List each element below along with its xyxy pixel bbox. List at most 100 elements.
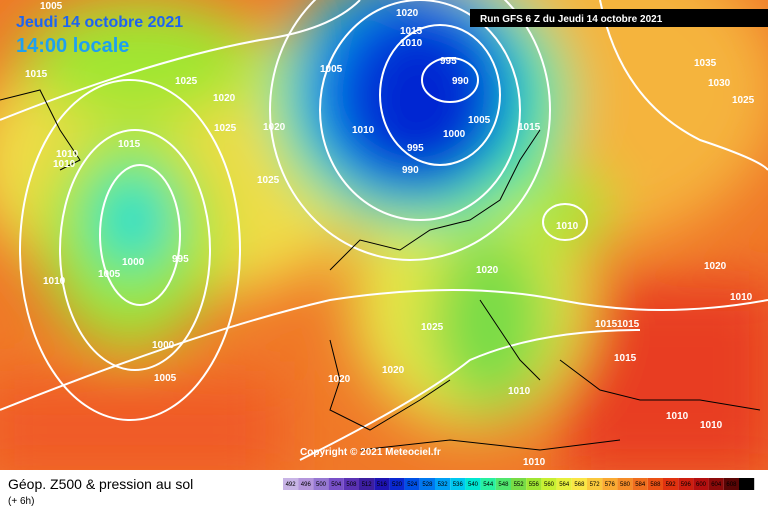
isobar-label: 1005 (468, 115, 491, 126)
scale-label: 528 (422, 482, 433, 488)
scale-cell (419, 478, 435, 490)
scale-label: 576 (605, 482, 616, 488)
scale-label: 568 (574, 482, 585, 488)
isobar-label: 1005 (320, 64, 343, 75)
scale-label: 580 (620, 482, 631, 488)
coastlines (0, 89, 761, 451)
scale-cell (328, 478, 344, 490)
scale-cell (313, 478, 329, 490)
isobar-label: 1015 (400, 26, 423, 37)
scale-cell (739, 478, 755, 490)
isobar-label: 1000 (152, 340, 175, 351)
isobar-label: 995 (172, 254, 189, 265)
isobar-label: 1005 (40, 1, 63, 12)
scale-cell (632, 478, 648, 490)
isobar-label: 1025 (214, 123, 237, 134)
scale-label: 492 (286, 482, 297, 488)
time-title: 14:00 locale (16, 35, 129, 57)
scale-label: 536 (453, 482, 464, 488)
isobar-label: 1015 (617, 319, 640, 330)
scale-cell (495, 478, 511, 490)
scale-label: 504 (331, 482, 342, 488)
scale-cell (526, 478, 542, 490)
isobar-label: 1000 (122, 257, 145, 268)
scale-label: 520 (392, 482, 403, 488)
isobar-label: 1010 (666, 411, 689, 422)
scale-cell (404, 478, 420, 490)
isobar-label: 995 (440, 56, 457, 67)
isobar-label: 1025 (732, 95, 755, 106)
scale-cell (571, 478, 587, 490)
scale-label: 508 (346, 482, 357, 488)
isobar-label: 1025 (175, 76, 198, 87)
isobar-labels: 1005102010151010995990103510301025101510… (25, 1, 755, 468)
scale-label: 540 (468, 482, 479, 488)
scale-label: 524 (407, 482, 418, 488)
scale-label: 588 (650, 482, 661, 488)
scale-label: 552 (514, 482, 525, 488)
scale-cell (343, 478, 359, 490)
scale-label: 572 (590, 482, 601, 488)
scale-label: 604 (711, 482, 722, 488)
isobar-label: 1020 (263, 122, 286, 133)
footer-lead: (+ 6h) (8, 496, 34, 507)
scale-label: 612 (742, 482, 753, 488)
scale-label: 592 (666, 482, 677, 488)
scale-cell (283, 478, 299, 490)
scale-label: 556 (529, 482, 540, 488)
isobar-label: 990 (402, 165, 419, 176)
scale-label: 560 (544, 482, 555, 488)
scale-label: 512 (362, 482, 373, 488)
scale-cell (617, 478, 633, 490)
scale-cell (693, 478, 709, 490)
copyright: Copyright © 2021 Meteociel.fr (300, 447, 441, 458)
isobar-label: 1025 (257, 175, 280, 186)
isobar-label: 1015 (25, 69, 48, 80)
footer (0, 470, 768, 512)
isobar-label: 1010 (43, 276, 66, 287)
scale-cell (450, 478, 466, 490)
scale-cell (389, 478, 405, 490)
isobars (0, 0, 768, 461)
isobar-label: 1010 (700, 420, 723, 431)
isobar-label: 1005 (154, 373, 177, 384)
isobar-label: 1010 (400, 38, 423, 49)
scale-label: 500 (316, 482, 327, 488)
isobar-label: 1015 (118, 139, 141, 150)
scale-cell (541, 478, 557, 490)
isobar-label: 1020 (396, 8, 419, 19)
scale-cell (708, 478, 724, 490)
isobar-label: 1010 (730, 292, 753, 303)
scale-label: 532 (438, 482, 449, 488)
date-title: Jeudi 14 octobre 2021 (16, 14, 183, 31)
scale-cell (511, 478, 527, 490)
scale-cell (587, 478, 603, 490)
field (0, 0, 768, 480)
scale-label: 564 (559, 482, 570, 488)
scale-label: 584 (635, 482, 646, 488)
isobar-label: 990 (452, 76, 469, 87)
isobar-label: 1015 (518, 122, 541, 133)
scale-label: 608 (726, 482, 737, 488)
scale-label: 596 (681, 482, 692, 488)
isobar-label: 1010 (352, 125, 375, 136)
isobar-label: 1010 (556, 221, 579, 232)
scale-cell (663, 478, 679, 490)
isobar-label: 1020 (213, 93, 236, 104)
isobar-label: 1000 (443, 129, 466, 140)
isobar-label: 1020 (382, 365, 405, 376)
isobar-label: 1010 (56, 149, 79, 160)
scale-label: 600 (696, 482, 707, 488)
scale-cell (374, 478, 390, 490)
scale-label: 496 (301, 482, 312, 488)
isobar-label: 995 (407, 143, 424, 154)
isobar-label: 1010 (53, 159, 76, 170)
isobar-label: 1025 (421, 322, 444, 333)
footer-title: Géop. Z500 & pression au sol (8, 476, 193, 492)
isobar-label: 1020 (704, 261, 727, 272)
scale-label: 548 (498, 482, 509, 488)
isobar-label: 1010 (523, 457, 546, 468)
isobar-label: 1020 (328, 374, 351, 385)
run-label: Run GFS 6 Z du Jeudi 14 octobre 2021 (480, 14, 663, 25)
isobar-label: 1020 (476, 265, 499, 276)
